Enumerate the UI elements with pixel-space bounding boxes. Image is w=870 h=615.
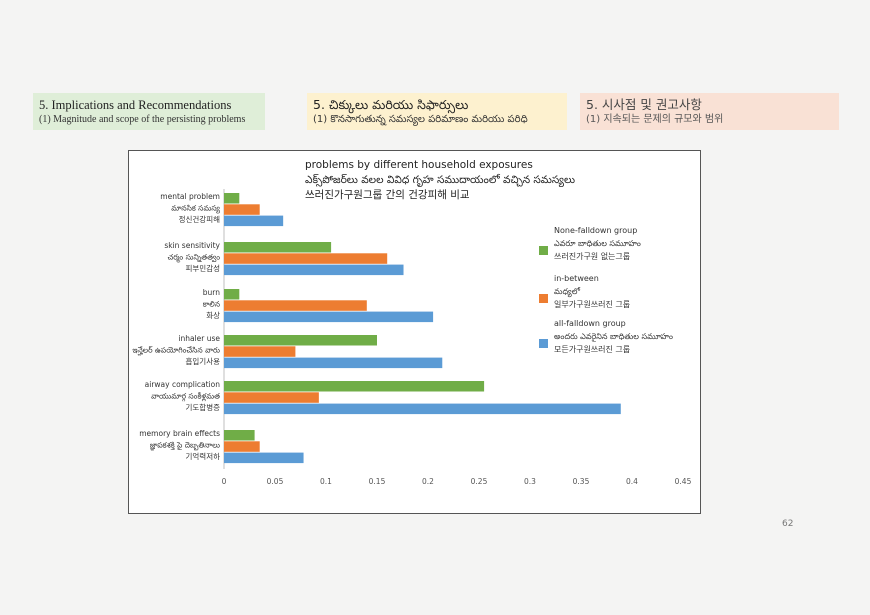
- chart-title-line-3: 쓰러진가구원그룹 간의 건강피해 비교: [305, 188, 470, 201]
- x-tick-label-6: 0.25: [471, 477, 488, 486]
- category-label-5-2: వాయుమార్గ సంకీళ్లమత: [151, 392, 220, 402]
- chart-title-line-1: problems by different household exposure…: [305, 159, 533, 171]
- x-tick-label-5: 0.2: [422, 477, 434, 486]
- x-tick-label-7: 0.3: [524, 477, 536, 486]
- category-label-6-1: memory brain effects: [139, 429, 220, 438]
- header-telugu: 5. చిక్కులు మరియు సిఫార్సులు (1) కొనసాగు…: [307, 93, 567, 130]
- x-tick-label-1: 0: [222, 477, 227, 486]
- bar-2-4: [224, 346, 296, 357]
- header-english: 5. Implications and Recommendations (1) …: [33, 93, 265, 130]
- legend-label-2-3: 일부가구원쓰러진 그룹: [554, 299, 630, 309]
- x-tick-label-2: 0.05: [267, 477, 284, 486]
- legend-swatch-3: [539, 339, 548, 348]
- legend-label-2-1: in-between: [554, 274, 599, 283]
- header-korean: 5. 시사점 및 권고사항 (1) 지속되는 문제의 규모와 범위: [580, 93, 839, 130]
- legend-label-3-3: 모든가구원쓰러진 그룹: [554, 344, 630, 354]
- category-label-2-2: చర్మం సున్నితత్వం: [168, 253, 221, 263]
- x-tick-label-9: 0.4: [626, 477, 638, 486]
- bar-1-1: [224, 193, 240, 204]
- legend-label-2-2: మధ్యలో: [554, 287, 581, 298]
- x-tick-label-3: 0.1: [320, 477, 332, 486]
- category-label-5-3: 기도합병증: [186, 403, 221, 412]
- legend-swatch-2: [539, 294, 548, 303]
- header-english-subtitle: (1) Magnitude and scope of the persistin…: [39, 114, 246, 125]
- x-tick-label-10: 0.45: [675, 477, 692, 486]
- bar-2-5: [224, 392, 319, 403]
- legend-label-1-1: None-falldown group: [554, 226, 637, 235]
- header-english-title: 5. Implications and Recommendations: [39, 98, 232, 112]
- bar-3-6: [224, 452, 304, 464]
- legend-label-1-2: ఎవరూ బాధితుల సమూహం: [554, 239, 641, 248]
- category-label-3-2: కాలిన: [203, 300, 220, 309]
- chart-title-line-2: ఎక్స్‌పోజర్‌లు వలల వివిధ గృహ సముదాయంలో వ…: [305, 173, 575, 188]
- bar-3-1: [224, 215, 284, 227]
- category-label-3-1: burn: [203, 288, 220, 297]
- category-label-1-1: mental problem: [160, 192, 220, 201]
- category-label-6-3: 기억력저하: [186, 451, 221, 461]
- header-korean-title: 5. 시사점 및 권고사항: [586, 97, 702, 112]
- bar-1-2: [224, 242, 332, 253]
- bar-3-2: [224, 264, 404, 276]
- bar-2-2: [224, 253, 388, 264]
- legend-label-1-3: 쓰러진가구원 없는그룹: [554, 251, 630, 261]
- bar-3-3: [224, 311, 434, 323]
- bar-chart: problems by different household exposure…: [132, 159, 692, 486]
- category-label-2-1: skin sensitivity: [164, 241, 220, 250]
- chart-frame: problems by different household exposure…: [128, 150, 701, 514]
- header-korean-subtitle: (1) 지속되는 문제의 규모와 범위: [586, 114, 724, 125]
- bar-1-5: [224, 381, 485, 392]
- bar-1-4: [224, 335, 377, 346]
- category-label-2-3: 피부민감성: [186, 263, 221, 273]
- category-label-1-3: 정신건강피해: [179, 214, 220, 224]
- category-label-1-2: మానసిక సమస్య: [171, 204, 220, 214]
- page-number: 62: [782, 519, 794, 529]
- category-label-4-2: ఇన్హేలర్ ఉపయోగించేసిన వారు: [132, 346, 220, 356]
- legend-label-3-1: all-falldown group: [554, 319, 626, 328]
- category-label-5-1: airway complication: [145, 380, 221, 389]
- header-telugu-title: 5. చిక్కులు మరియు సిఫార్సులు: [313, 97, 469, 112]
- bar-2-1: [224, 204, 260, 215]
- bar-2-6: [224, 441, 260, 452]
- category-label-4-3: 흡입기사용: [186, 356, 221, 366]
- category-label-4-1: inhaler use: [178, 334, 220, 343]
- header-telugu-subtitle: (1) కొనసాగుతున్న సమస్యల పరిమాణం మరియు పర…: [313, 114, 528, 125]
- bar-2-3: [224, 300, 367, 311]
- legend-label-3-2: అందరు ఎవరైనిన బాధితుల సమూహం: [554, 332, 673, 342]
- bar-1-3: [224, 289, 240, 300]
- category-label-6-2: జ్ఞాపకశక్తి పై దెబ్బతినాలు: [150, 441, 221, 452]
- bar-3-5: [224, 403, 621, 415]
- bar-3-4: [224, 357, 443, 369]
- x-tick-label-8: 0.35: [573, 477, 590, 486]
- x-tick-label-4: 0.15: [369, 477, 386, 486]
- bar-1-6: [224, 430, 255, 441]
- legend-swatch-1: [539, 246, 548, 255]
- category-label-3-3: 화상: [206, 310, 220, 320]
